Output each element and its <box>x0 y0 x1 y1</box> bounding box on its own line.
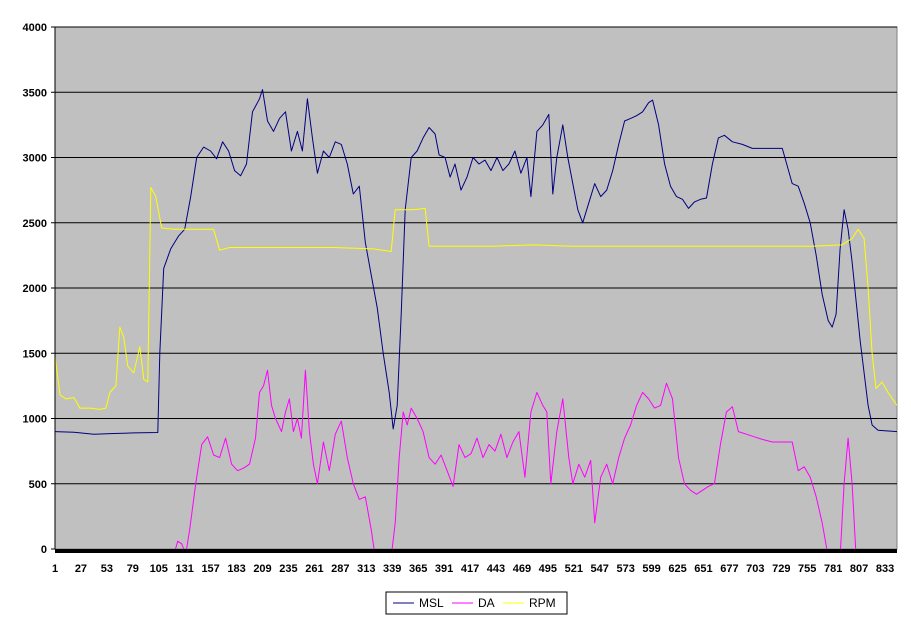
x-tick-label: 521 <box>565 563 583 575</box>
x-tick-label: 781 <box>824 563 842 575</box>
x-tick-label: 53 <box>101 563 113 575</box>
y-tick-label: 4000 <box>23 22 47 34</box>
y-tick-label: 1000 <box>23 414 47 426</box>
legend-box <box>385 591 568 615</box>
series-layer <box>55 89 897 549</box>
series-line-msl <box>55 89 897 435</box>
x-tick-label: 729 <box>772 563 790 575</box>
y-tick-label: 0 <box>41 544 47 556</box>
x-tick-label: 417 <box>461 563 479 575</box>
legend-label-rpm: RPM <box>529 596 556 610</box>
x-tick-label: 1 <box>52 563 58 575</box>
x-tick-label: 677 <box>720 563 738 575</box>
x-tick-label: 313 <box>357 563 375 575</box>
x-tick-label: 703 <box>746 563 764 575</box>
x-axis-line <box>55 549 897 553</box>
x-axis: 1 27 53 79 105 131 157 183 209 235 261 287 313 339 365… <box>52 549 897 575</box>
x-tick-label: 651 <box>694 563 712 575</box>
x-tick-label: 183 <box>227 563 245 575</box>
x-tick-label: 209 <box>253 563 271 575</box>
x-tick-label: 469 <box>513 563 531 575</box>
y-tick-label: 2000 <box>23 283 47 295</box>
x-tick-label: 287 <box>331 563 349 575</box>
x-tick-label: 833 <box>876 563 894 575</box>
x-tick-label: 391 <box>435 563 453 575</box>
x-tick-label: 443 <box>487 563 505 575</box>
legend: MSL DA RPM <box>385 591 568 615</box>
y-tick-label: 500 <box>29 479 47 491</box>
y-tick-label: 3000 <box>23 153 47 165</box>
x-tick-label: 755 <box>798 563 816 575</box>
y-axis: 0 500 1000 1500 2000 2500 3000 3500 4000 <box>23 22 56 556</box>
x-tick-label: 157 <box>201 563 219 575</box>
x-tick-label: 79 <box>127 563 139 575</box>
y-tick-label: 1500 <box>23 348 47 360</box>
x-tick-label: 131 <box>176 563 194 575</box>
series-line-rpm <box>55 187 897 410</box>
series-line-da <box>174 369 857 549</box>
x-tick-label: 339 <box>383 563 401 575</box>
y-tick-label: 2500 <box>23 218 47 230</box>
legend-label-msl: MSL <box>419 596 444 610</box>
x-tick-label: 599 <box>642 563 660 575</box>
x-tick-label: 625 <box>668 563 686 575</box>
x-tick-label: 365 <box>409 563 427 575</box>
x-tick-label: 261 <box>305 563 323 575</box>
x-tick-label: 495 <box>539 563 557 575</box>
legend-label-da: DA <box>478 596 495 610</box>
x-tick-label: 547 <box>591 563 609 575</box>
x-tick-label: 105 <box>150 563 168 575</box>
x-tick-label: 27 <box>75 563 87 575</box>
y-tick-label: 3500 <box>23 87 47 99</box>
x-tick-label: 573 <box>616 563 634 575</box>
x-tick-label: 807 <box>850 563 868 575</box>
x-tick-label: 235 <box>279 563 297 575</box>
